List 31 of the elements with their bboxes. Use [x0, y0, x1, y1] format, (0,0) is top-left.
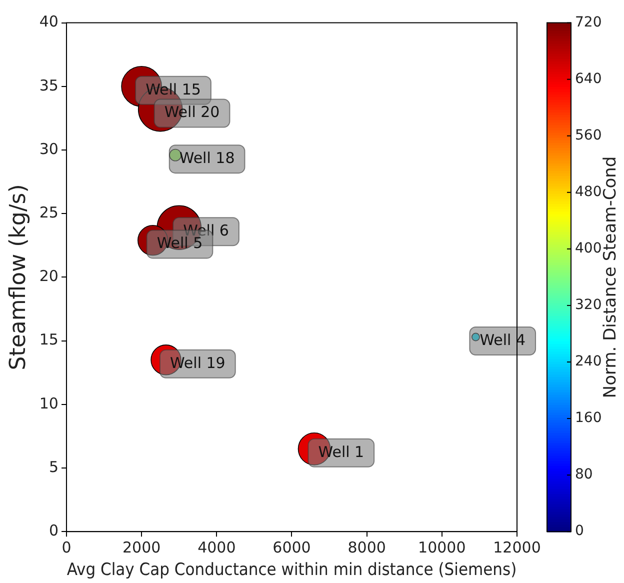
y-axis-title: Steamflow (kg/s) — [6, 184, 31, 370]
y-tick-label: 25 — [39, 203, 58, 222]
color-bar-label: 320 — [575, 297, 602, 314]
x-tick-label: 10000 — [418, 538, 466, 556]
y-tick-label: 40 — [39, 12, 58, 31]
color-bar-label: 400 — [575, 240, 602, 257]
color-bar-label: 0 — [575, 523, 584, 540]
y-tick-label: 15 — [39, 330, 58, 349]
y-tick-label: 10 — [39, 394, 58, 412]
color-bar-label: 720 — [575, 14, 602, 30]
x-tick-label: 12000 — [493, 538, 541, 556]
color-bar-label: 480 — [575, 184, 602, 200]
x-axis-title: Avg Clay Cap Conductance within min distance (Siemens) — [66, 560, 517, 580]
y-tick-label: 30 — [39, 140, 58, 158]
x-tick-label: 4000 — [198, 538, 236, 556]
annotation: Well 5 — [156, 234, 203, 252]
annotation: Well 18 — [179, 148, 235, 167]
color-bar-label: 640 — [575, 70, 602, 87]
color-bar-label: 560 — [575, 128, 602, 144]
color-bar-label: 80 — [575, 466, 593, 483]
color-bar-label: 240 — [575, 354, 602, 370]
y-tick-label: 0 — [48, 521, 58, 540]
y-tick-label: 5 — [48, 458, 58, 476]
color-bar-title: Norm. Distance Steam-Cond — [600, 156, 620, 398]
y-tick-label: 20 — [39, 267, 58, 286]
y-tick-label: 35 — [39, 76, 58, 94]
x-tick-label: 2000 — [122, 538, 161, 556]
x-tick-label: 6000 — [272, 538, 311, 556]
x-tick-label: 0 — [62, 538, 72, 556]
x-tick-label: 8000 — [348, 538, 386, 556]
color-bar-label: 160 — [575, 410, 602, 426]
